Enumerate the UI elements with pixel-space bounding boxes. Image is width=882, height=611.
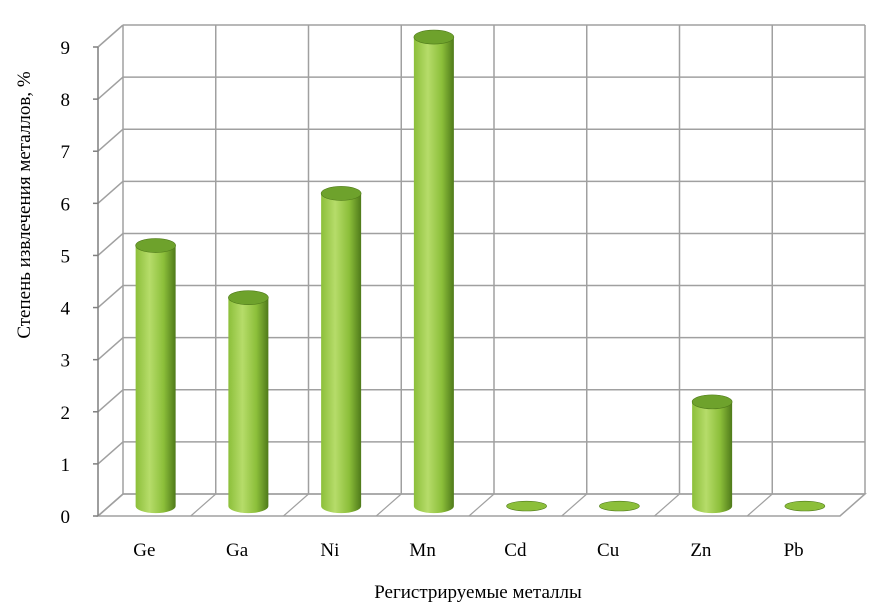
bar-ge xyxy=(135,238,176,514)
gridline-side xyxy=(97,441,124,465)
y-tick-label: 2 xyxy=(61,403,71,424)
bar-pb xyxy=(784,500,826,512)
x-tick-label: Ni xyxy=(320,540,339,561)
chart-floor xyxy=(96,493,867,517)
gridline-side xyxy=(97,24,124,48)
bar-body xyxy=(228,297,269,514)
gridline-side xyxy=(97,128,124,152)
bar-top xyxy=(413,29,455,45)
y-tick-label: 6 xyxy=(61,194,71,215)
grid-layer xyxy=(93,24,867,517)
y-tick-label: 8 xyxy=(61,90,71,111)
x-tick-label: Cu xyxy=(597,540,620,561)
bar-body xyxy=(135,245,176,514)
x-tick-label: Cd xyxy=(504,540,527,561)
bars-layer xyxy=(135,29,826,514)
y-tick-label: 9 xyxy=(61,38,71,59)
bar-body xyxy=(692,401,733,514)
gridline-side xyxy=(97,180,124,204)
bar-zn xyxy=(691,394,733,514)
bar-body xyxy=(321,193,362,514)
bar-top xyxy=(135,238,176,253)
x-tick-label: Zn xyxy=(690,540,712,561)
floor-divider xyxy=(746,493,773,517)
bar-top xyxy=(784,500,826,512)
floor-divider xyxy=(561,493,588,517)
y-tick-label: 3 xyxy=(61,351,71,372)
bar-mn xyxy=(413,29,455,514)
floor-divider xyxy=(468,493,495,517)
floor-divider xyxy=(654,493,680,517)
y-tick-label: 7 xyxy=(61,142,71,163)
x-tick-label: Mn xyxy=(409,540,436,561)
y-axis-label: Степень извлечения металлов, % xyxy=(14,71,35,339)
bar-body xyxy=(413,37,454,514)
x-tick-label: Ga xyxy=(226,540,249,561)
gridline-side xyxy=(97,337,124,361)
bar-top xyxy=(320,186,362,201)
y-tick-label: 1 xyxy=(61,455,71,476)
floor-divider xyxy=(375,493,402,517)
y-tick-label: 4 xyxy=(61,299,71,320)
bar-top xyxy=(599,500,640,512)
x-axis-label: Регистрируемые металлы xyxy=(374,582,582,603)
gridline-side xyxy=(97,76,124,100)
x-tick-label: Ge xyxy=(133,540,155,561)
y-tick-label: 5 xyxy=(61,246,71,267)
y-tick-label: 0 xyxy=(61,507,71,528)
bar-cu xyxy=(599,500,640,512)
gridline-side xyxy=(97,284,124,309)
bar-ni xyxy=(320,186,362,514)
floor-divider xyxy=(283,493,309,517)
labels-layer: 0 1 2 3 4 5 6 7 8 9 Ge Ga Ni Mn Cd Cu Zn Pb xyxy=(61,38,804,561)
bar-top xyxy=(228,290,269,305)
bar-top xyxy=(691,394,733,410)
bar-cd xyxy=(506,500,547,512)
x-tick-label: Pb xyxy=(784,540,804,561)
gridline-side xyxy=(97,232,124,257)
gridline-side xyxy=(97,389,124,413)
bar-ga xyxy=(228,290,269,514)
floor-divider xyxy=(190,493,217,517)
bar-top xyxy=(506,500,547,512)
